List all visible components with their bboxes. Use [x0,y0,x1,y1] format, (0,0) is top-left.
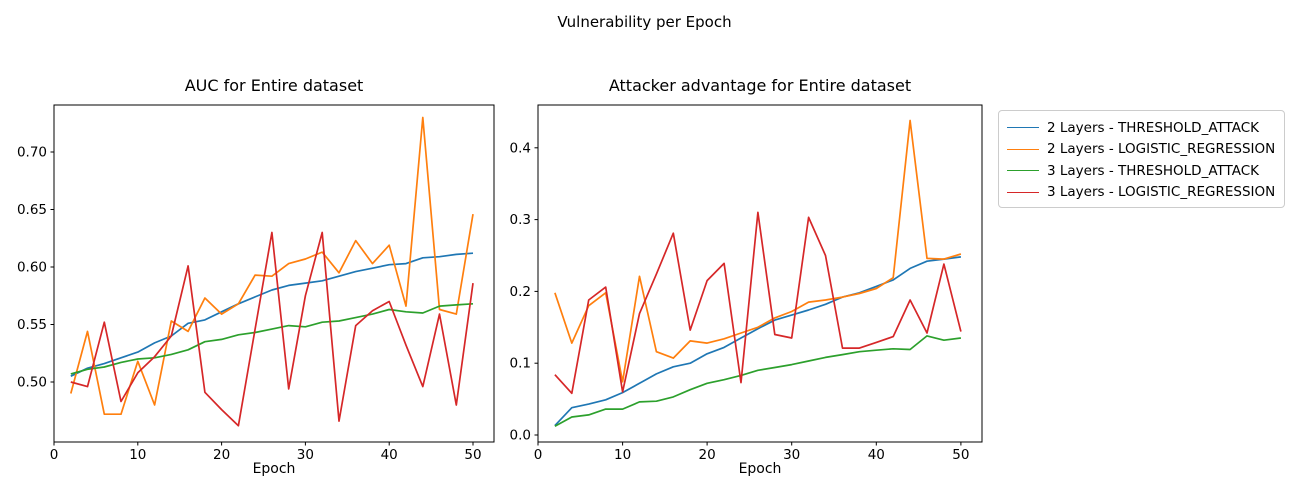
svg-text:30: 30 [783,447,800,463]
legend-label: 2 Layers - THRESHOLD_ATTACK [1047,119,1259,136]
svg-text:40: 40 [381,447,398,463]
svg-text:10: 10 [129,447,146,463]
figure-suptitle: Vulnerability per Epoch [557,13,732,31]
svg-text:0.3: 0.3 [510,212,531,228]
legend-line-swatch-blue [1007,127,1039,129]
svg-text:0.60: 0.60 [17,260,47,276]
legend-label: 3 Layers - LOGISTIC_REGRESSION [1047,184,1276,201]
svg-text:0.4: 0.4 [510,140,531,156]
svg-text:0.0: 0.0 [510,428,531,444]
legend-line-swatch-green [1007,170,1039,172]
legend-entry: 3 Layers - LOGISTIC_REGRESSION [999,182,1284,204]
right-plot-xlabel: Epoch [738,461,782,477]
svg-text:0: 0 [50,447,59,463]
svg-text:0.1: 0.1 [510,356,531,372]
svg-text:20: 20 [699,447,716,463]
legend-label: 3 Layers - THRESHOLD_ATTACK [1047,162,1259,179]
svg-text:40: 40 [868,447,885,463]
svg-text:50: 50 [952,447,969,463]
legend-box: 2 Layers - THRESHOLD_ATTACK 2 Layers - L… [998,110,1285,208]
svg-text:30: 30 [297,447,314,463]
legend-label: 2 Layers - LOGISTIC_REGRESSION [1047,141,1276,158]
svg-text:0.55: 0.55 [17,317,47,333]
svg-text:20: 20 [213,447,230,463]
legend-entry: 2 Layers - LOGISTIC_REGRESSION [999,139,1284,161]
left-plot-title: AUC for Entire dataset [184,76,364,95]
svg-text:0.50: 0.50 [17,375,47,391]
svg-text:10: 10 [614,447,631,463]
svg-text:0.70: 0.70 [17,145,47,161]
svg-text:0.65: 0.65 [17,202,47,218]
svg-text:50: 50 [464,447,481,463]
legend-entry: 3 Layers - THRESHOLD_ATTACK [999,160,1284,182]
svg-text:0: 0 [534,447,543,463]
legend-line-swatch-orange [1007,148,1039,150]
legend-line-swatch-red [1007,191,1039,193]
right-plot-title: Attacker advantage for Entire dataset [608,76,912,95]
svg-text:0.2: 0.2 [510,284,531,300]
legend-entry: 2 Layers - THRESHOLD_ATTACK [999,117,1284,139]
left-plot-xlabel: Epoch [252,461,296,477]
